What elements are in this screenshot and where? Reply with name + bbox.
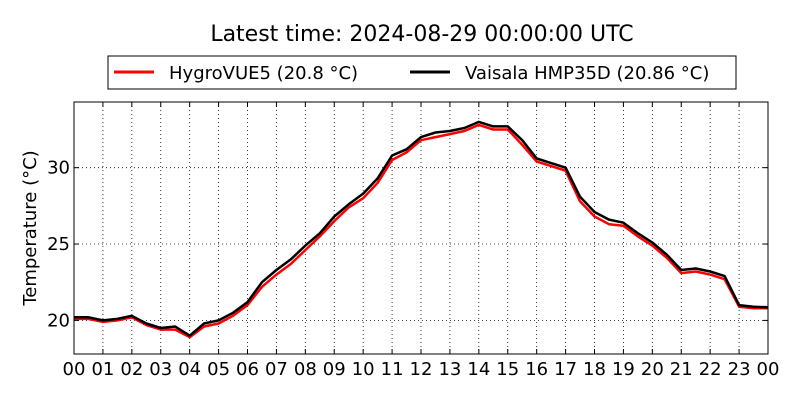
x-tick-label: 07	[265, 359, 288, 380]
x-tick-label: 00	[757, 359, 780, 380]
x-tick-label: 08	[294, 359, 317, 380]
x-tick-label: 02	[120, 359, 143, 380]
x-tick-label: 00	[63, 359, 86, 380]
legend-label-vaisala: Vaisala HMP35D (20.86 °C)	[465, 63, 709, 84]
x-tick-label: 19	[612, 359, 635, 380]
x-tick-label: 14	[467, 359, 490, 380]
x-tick-label: 16	[525, 359, 548, 380]
legend: HygroVUE5 (20.8 °C) Vaisala HMP35D (20.8…	[107, 55, 737, 90]
x-tick-label: 11	[381, 359, 404, 380]
series-line-hygrovue5	[74, 123, 768, 339]
x-tick-label: 09	[323, 359, 346, 380]
x-tick-label: 17	[554, 359, 577, 380]
y-tick-label: 30	[47, 158, 70, 179]
y-axis-label: Temperature (°C)	[20, 150, 41, 306]
x-tick-label: 12	[410, 359, 433, 380]
x-tick-label: 10	[352, 359, 375, 380]
x-tick-label: 04	[178, 359, 201, 380]
x-tick-label: 20	[641, 359, 664, 380]
x-tick-label: 05	[207, 359, 230, 380]
legend-label-hygrovue5: HygroVUE5 (20.8 °C)	[169, 63, 358, 84]
series-lines	[74, 120, 769, 339]
x-axis: 00 01 02 03 04 05 06 07 08 09 10 11 12 13 14 15 16 17 18 19…	[63, 102, 780, 380]
series-line-vaisala	[74, 120, 769, 337]
chart-title: Latest time: 2024-08-29 00:00:00 UTC	[210, 22, 633, 47]
x-tick-label: 18	[583, 359, 606, 380]
x-tick-label: 22	[699, 359, 722, 380]
y-tick-label: 20	[47, 310, 70, 331]
x-tick-label: 21	[670, 359, 693, 380]
x-tick-label: 06	[236, 359, 259, 380]
x-tick-label: 15	[496, 359, 519, 380]
x-tick-label: 03	[149, 359, 172, 380]
y-tick-label: 25	[47, 234, 70, 255]
x-tick-label: 01	[91, 359, 114, 380]
x-tick-label: 23	[728, 359, 751, 380]
x-tick-label: 13	[438, 359, 461, 380]
y-axis: 20 25 30	[47, 158, 768, 331]
